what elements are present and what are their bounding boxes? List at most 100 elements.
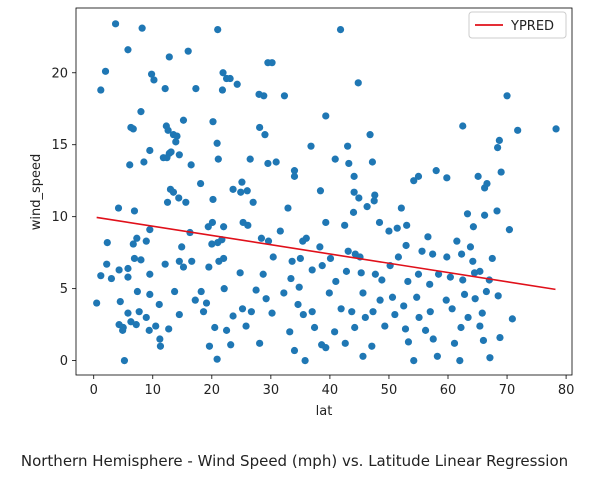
y-tick-label: 20	[51, 66, 68, 81]
data-point	[111, 20, 120, 28]
data-point	[429, 335, 437, 343]
data-point	[290, 167, 299, 175]
data-point	[175, 257, 183, 265]
data-point	[404, 338, 413, 346]
data-point	[130, 207, 139, 215]
data-point	[453, 237, 461, 245]
data-point	[137, 256, 145, 264]
data-point	[476, 322, 484, 330]
data-point	[260, 92, 268, 100]
data-point	[400, 302, 408, 310]
data-point	[120, 357, 129, 365]
data-point	[147, 70, 156, 78]
data-point	[204, 223, 212, 231]
data-point	[161, 84, 169, 93]
data-point	[124, 46, 132, 54]
data-point	[429, 250, 437, 258]
data-point	[370, 197, 378, 205]
data-point	[496, 333, 504, 342]
data-point	[349, 208, 358, 216]
data-point	[116, 298, 124, 306]
data-point	[481, 211, 489, 219]
data-point	[191, 296, 199, 304]
data-point	[152, 322, 160, 330]
data-point	[413, 293, 421, 301]
plot-area	[76, 8, 572, 375]
data-point	[488, 254, 496, 263]
data-point	[459, 276, 467, 284]
data-point	[140, 158, 148, 166]
data-point	[316, 187, 325, 195]
data-point	[434, 270, 443, 278]
data-point	[494, 292, 502, 300]
data-point	[156, 342, 165, 350]
data-point	[344, 247, 352, 255]
data-point	[130, 254, 139, 263]
data-point	[276, 227, 284, 235]
data-point	[381, 322, 389, 330]
data-point	[175, 194, 183, 202]
data-point	[322, 112, 330, 120]
data-point	[213, 355, 221, 363]
data-point	[184, 47, 192, 55]
data-point	[262, 295, 270, 303]
data-point	[196, 179, 205, 188]
data-point	[294, 300, 302, 309]
data-point	[476, 267, 484, 275]
data-point	[388, 293, 397, 301]
data-point	[482, 287, 490, 296]
data-point	[229, 185, 237, 193]
data-point	[359, 352, 367, 360]
data-point	[208, 240, 216, 248]
data-point	[133, 287, 142, 296]
data-point	[342, 267, 351, 275]
plot-frame	[75, 7, 573, 376]
data-point	[322, 218, 330, 227]
data-point	[233, 80, 241, 88]
data-point	[146, 290, 154, 299]
data-point	[424, 233, 432, 241]
data-point	[286, 328, 294, 336]
data-point	[345, 159, 353, 168]
data-point	[426, 280, 434, 288]
data-point	[385, 227, 393, 235]
data-point	[295, 283, 303, 291]
y-tick-label: 0	[60, 354, 68, 369]
data-point	[307, 142, 315, 150]
regression-line	[96, 216, 556, 291]
data-point	[457, 250, 466, 258]
data-point	[172, 138, 180, 146]
data-point	[227, 341, 235, 349]
data-point	[459, 122, 467, 130]
data-point	[486, 354, 494, 362]
data-point	[238, 305, 247, 313]
y-axis-label: wind_speed	[29, 154, 44, 231]
data-point	[164, 126, 172, 134]
data-point	[142, 237, 150, 245]
data-point	[394, 253, 402, 261]
data-point	[115, 266, 123, 274]
x-tick-label: 80	[558, 383, 575, 398]
data-point	[450, 339, 459, 347]
data-point	[471, 295, 479, 303]
data-point	[355, 194, 363, 202]
data-point	[376, 296, 384, 304]
data-point	[214, 25, 222, 34]
data-point	[421, 326, 430, 334]
data-point	[344, 142, 352, 150]
data-point	[481, 184, 489, 192]
data-point	[243, 187, 251, 195]
data-point	[351, 323, 359, 332]
data-point	[371, 270, 379, 278]
data-point	[299, 310, 307, 319]
data-point	[369, 308, 377, 316]
data-point	[495, 136, 503, 145]
data-point	[393, 224, 401, 232]
data-point	[350, 172, 358, 180]
data-point	[288, 257, 296, 265]
data-point	[220, 285, 228, 293]
data-point	[469, 223, 477, 231]
data-point	[414, 172, 423, 180]
data-point	[503, 92, 511, 100]
